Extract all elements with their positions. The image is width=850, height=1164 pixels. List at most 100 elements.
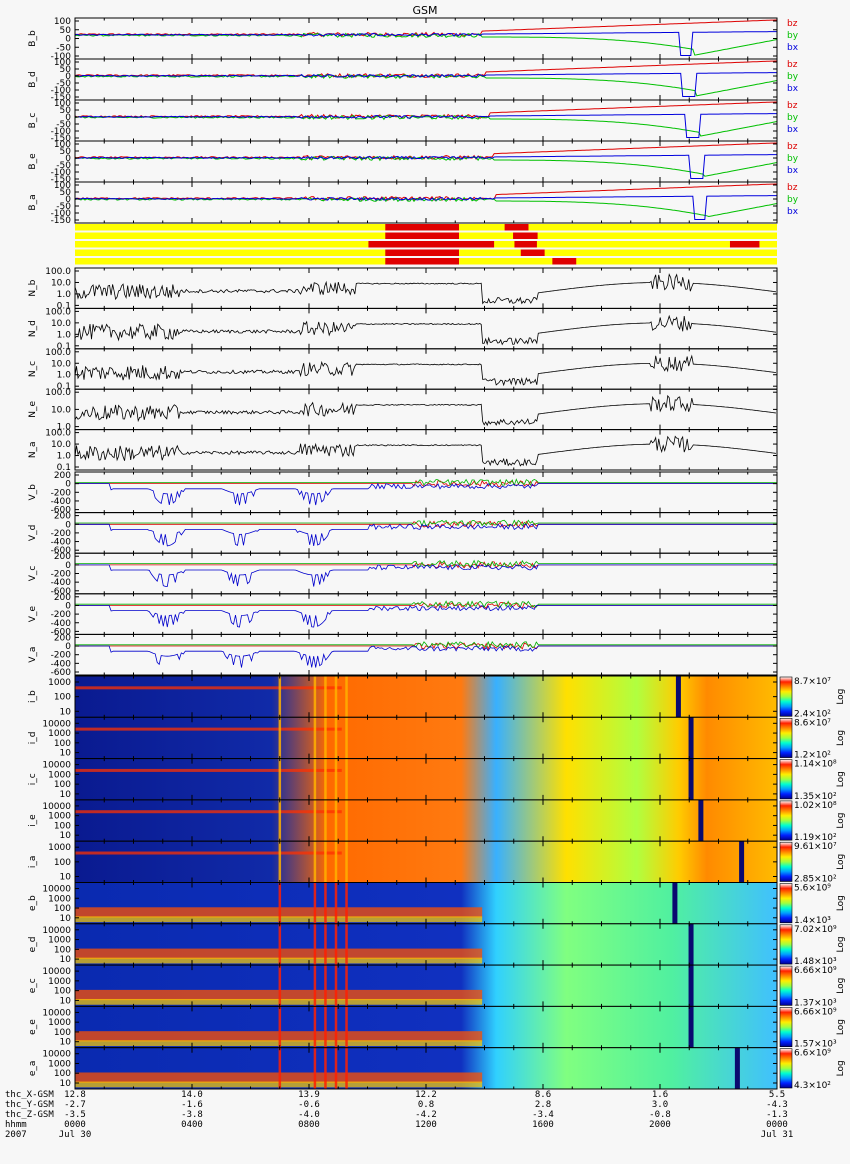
- velocity-series-blue: [75, 523, 777, 547]
- density-series: [74, 273, 777, 305]
- colorbar-max-label: 6.6×10⁹: [794, 1049, 831, 1059]
- spectrogram-stripe: [324, 965, 327, 1007]
- spectrogram-panel-ylabel: e_a: [28, 1061, 38, 1077]
- spectrogram-tick-label: 10: [60, 707, 72, 717]
- velocity-tick-label: -600: [51, 506, 72, 516]
- field-tick-label: 100: [54, 58, 71, 68]
- velocity-tick-label: -400: [51, 538, 72, 548]
- density-panel-ylabel: N_a: [28, 441, 38, 458]
- velocity-panel-frame: [74, 552, 778, 595]
- colorbar: [779, 676, 793, 717]
- velocity-tick-label: -400: [51, 619, 72, 629]
- time-axis-x-value: 1.6: [652, 1090, 668, 1100]
- spectrogram-stripe: [345, 965, 348, 1007]
- colorbar-scale-label: Log: [836, 1019, 846, 1035]
- time-axis-z-value: -3.8: [181, 1110, 203, 1120]
- density-tick-label: 100.0: [45, 388, 71, 398]
- spectrogram-dark-stripe: [698, 799, 704, 842]
- spectrogram-stripe: [334, 923, 338, 966]
- spectrogram-stripe: [278, 841, 282, 883]
- spectrogram-tick-label: 100: [54, 987, 71, 997]
- colorbar-scale-label: Log: [836, 978, 846, 994]
- time-axis-z-value: -3.4: [532, 1110, 554, 1120]
- colorbar-max-label: 1.02×10⁸: [794, 801, 837, 811]
- spectrogram-tick-label: 100: [54, 1069, 71, 1079]
- spectrogram-tick-label: 10: [60, 749, 72, 759]
- velocity-panel-frame: [74, 633, 778, 676]
- field-panel-ylabel: B_e: [28, 153, 38, 170]
- colorbar-scale-label: Log: [836, 813, 846, 829]
- time-axis-x-value: 8.6: [535, 1090, 551, 1100]
- velocity-panel-ylabel: V_a: [28, 647, 38, 663]
- spectrogram-stripe: [334, 1006, 338, 1048]
- time-axis-row-label: thc_X-GSM: [5, 1090, 54, 1100]
- legend-by: by: [787, 31, 799, 41]
- spectrogram-stripe: [345, 799, 348, 842]
- field-tick-label: -150: [51, 134, 72, 144]
- time-axis-y-value: 0.8: [418, 1100, 434, 1110]
- colorbar-max-label: 8.7×10⁷: [794, 677, 831, 687]
- field-tick-label: -50: [56, 202, 71, 212]
- field-tick-label: -100: [51, 86, 72, 96]
- velocity-series-green: [75, 478, 777, 487]
- spectrogram-band: [75, 810, 342, 814]
- spectrogram-stripe: [313, 1006, 317, 1048]
- time-axis-z-value: -4.0: [298, 1110, 320, 1120]
- spectrogram-tick-label: 10000: [42, 1050, 71, 1060]
- spectrogram-panel-ylabel: i_a: [28, 856, 38, 869]
- spectrogram-tick-label: 1000: [48, 894, 71, 904]
- spectrogram-stripe: [324, 676, 327, 718]
- colorbar-min-label: 1.48×10³: [794, 957, 837, 967]
- spectrogram-stripe: [278, 1006, 282, 1048]
- colorbar-min-label: 2.4×10²: [794, 709, 831, 719]
- spectrogram-dark-stripe: [688, 717, 694, 759]
- spectrogram-tick-label: 100: [54, 1028, 71, 1038]
- spectrogram-tick-label: 10: [60, 873, 72, 883]
- colorbar-max-label: 7.02×10⁹: [794, 925, 837, 935]
- velocity-tick-label: 200: [54, 471, 71, 481]
- spectrogram-dark-stripe: [734, 1047, 740, 1089]
- mode-bar-segment: [514, 241, 537, 248]
- spectrogram-dark-stripe: [688, 965, 694, 1007]
- density-tick-label: 10.0: [51, 278, 71, 288]
- velocity-tick-label: 0: [65, 642, 71, 652]
- mode-bar-segment: [385, 224, 459, 231]
- spectrogram-stripe: [278, 676, 282, 718]
- field-tick-label: 0: [65, 195, 71, 205]
- density-tick-label: 100.0: [45, 307, 71, 317]
- spectrogram-dark-stripe: [688, 1006, 694, 1048]
- spectrogram-stripe: [334, 676, 338, 718]
- field-series-bx: [74, 31, 777, 56]
- field-tick-label: 0: [65, 154, 71, 164]
- mode-bar-segment: [385, 258, 459, 265]
- velocity-series-blue: [75, 645, 777, 668]
- velocity-tick-label: -200: [51, 651, 72, 661]
- density-tick-label: 1.0: [57, 290, 72, 300]
- velocity-tick-label: -400: [51, 497, 72, 507]
- legend-by: by: [787, 195, 799, 205]
- spectrogram-tick-label: 10: [60, 996, 72, 1006]
- spectrogram-panel-ylabel: e_d: [28, 937, 38, 953]
- spectrogram-panel-ylabel: i_d: [28, 732, 38, 745]
- field-series-by: [74, 196, 778, 218]
- velocity-tick-label: -200: [51, 529, 72, 539]
- mode-bar-segment: [552, 258, 577, 265]
- velocity-panel-ylabel: V_b: [28, 484, 38, 501]
- time-axis-hhmm-value: 2000: [649, 1120, 671, 1130]
- spectrogram-image: [75, 841, 777, 883]
- spectrogram-panel-ylabel: e_e: [28, 1019, 38, 1035]
- colorbar-min-label: 1.4×10³: [794, 916, 831, 926]
- field-tick-label: 50: [60, 26, 72, 36]
- field-tick-label: -100: [51, 168, 72, 178]
- field-tick-label: 50: [60, 65, 72, 75]
- chart-title: GSM: [413, 4, 438, 17]
- mode-bar-segment: [729, 241, 760, 248]
- time-axis-z-value: -4.2: [415, 1110, 437, 1120]
- spectrogram-stripe: [313, 882, 317, 924]
- legend-by: by: [787, 72, 799, 82]
- colorbar-scale-label: Log: [836, 689, 846, 705]
- time-axis-hhmm-value: 1600: [532, 1120, 554, 1130]
- mode-bar-segment: [385, 249, 459, 256]
- spectrogram-tick-label: 10: [60, 831, 72, 841]
- spectrogram-stripe: [313, 1047, 317, 1089]
